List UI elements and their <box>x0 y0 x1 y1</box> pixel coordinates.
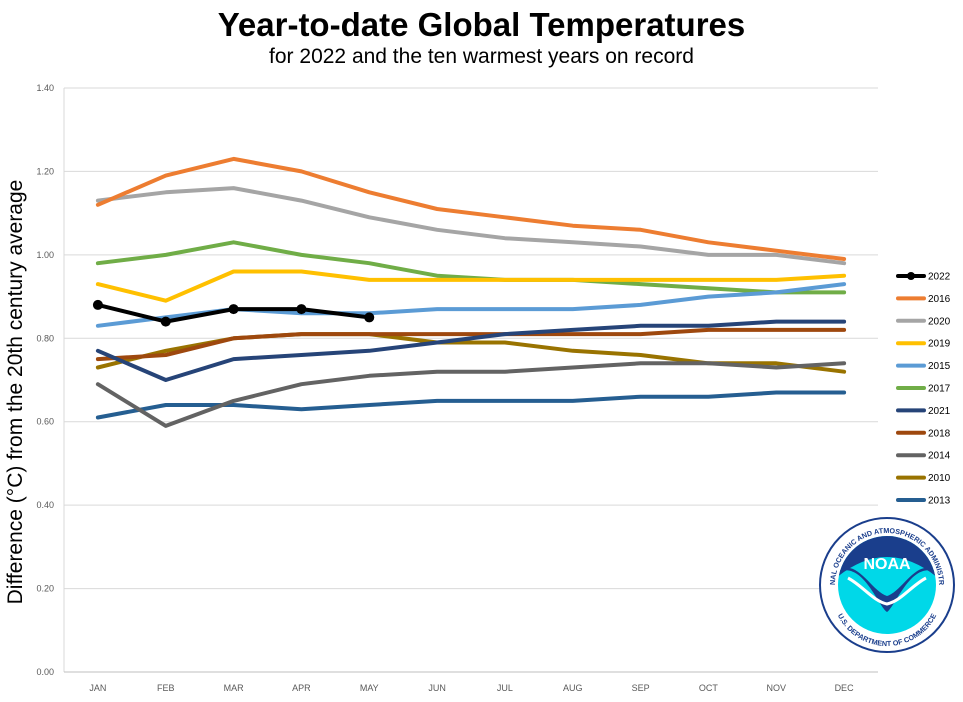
x-tick-label: JUN <box>428 683 446 693</box>
chart-subtitle: for 2022 and the ten warmest years on re… <box>269 45 694 68</box>
legend-label-2010: 2010 <box>928 473 951 484</box>
noaa-logo-center-text: NOAA <box>863 556 911 573</box>
legend-label-2020: 2020 <box>928 316 951 327</box>
x-tick-label: SEP <box>632 683 650 693</box>
data-point-2022 <box>160 316 171 327</box>
x-tick-label: MAR <box>224 683 245 693</box>
data-point-2022 <box>92 299 103 310</box>
legend-label-2016: 2016 <box>928 294 951 305</box>
x-tick-label: APR <box>292 683 311 693</box>
series-line-2013 <box>95 390 847 420</box>
legend: 2022 2016 2020 2019 2015 2017 2021 2018 2014 2010… <box>896 272 951 507</box>
series-line-2020 <box>95 186 847 266</box>
legend-label-2022: 2022 <box>928 272 951 283</box>
y-tick-label: 1.40 <box>36 83 54 93</box>
data-point-2022 <box>364 312 375 323</box>
legend-label-2013: 2013 <box>928 496 951 507</box>
y-tick-label: 0.80 <box>36 333 54 343</box>
data-point-2022 <box>296 304 307 315</box>
series-line-2014 <box>95 361 847 428</box>
y-tick-label: 0.20 <box>36 584 54 594</box>
y-tick-label: 0.40 <box>36 500 54 510</box>
x-tick-label: MAY <box>360 683 379 693</box>
x-tick-label: JUL <box>497 683 513 693</box>
y-tick-label: 1.00 <box>36 250 54 260</box>
data-point-2022 <box>228 304 239 315</box>
series-line-2017 <box>95 240 847 295</box>
legend-label-2017: 2017 <box>928 384 951 395</box>
legend-label-2014: 2014 <box>928 451 951 462</box>
chart-title: Year-to-date Global Temperatures <box>217 6 746 43</box>
series-line-2016 <box>95 156 847 261</box>
legend-label-2019: 2019 <box>928 339 951 350</box>
x-tick-label: OCT <box>699 683 719 693</box>
noaa-logo: NOAA NATIONAL OCEANIC AND ATMOSPHERIC AD… <box>818 516 955 653</box>
y-tick-label: 1.20 <box>36 166 54 176</box>
series-lines <box>92 156 847 428</box>
x-tick-label: JAN <box>89 683 106 693</box>
legend-label-2015: 2015 <box>928 361 951 372</box>
axes: 0.00 0.20 0.40 0.60 0.80 1.00 1.20 1.40 JAN FEB MA… <box>36 83 878 693</box>
legend-label-2021: 2021 <box>928 406 951 417</box>
x-tick-label: AUG <box>563 683 583 693</box>
gridlines <box>64 87 878 590</box>
legend-marker-2022 <box>907 272 915 280</box>
series-line-2018 <box>95 327 847 362</box>
x-tick-label: NOV <box>766 683 786 693</box>
series-line-2019 <box>95 269 847 303</box>
x-tick-label: FEB <box>157 683 175 693</box>
series-line-2021 <box>95 319 847 382</box>
y-tick-label: 0.00 <box>36 667 54 677</box>
legend-label-2018: 2018 <box>928 428 951 439</box>
x-tick-label: DEC <box>835 683 855 693</box>
y-tick-label: 0.60 <box>36 417 54 427</box>
